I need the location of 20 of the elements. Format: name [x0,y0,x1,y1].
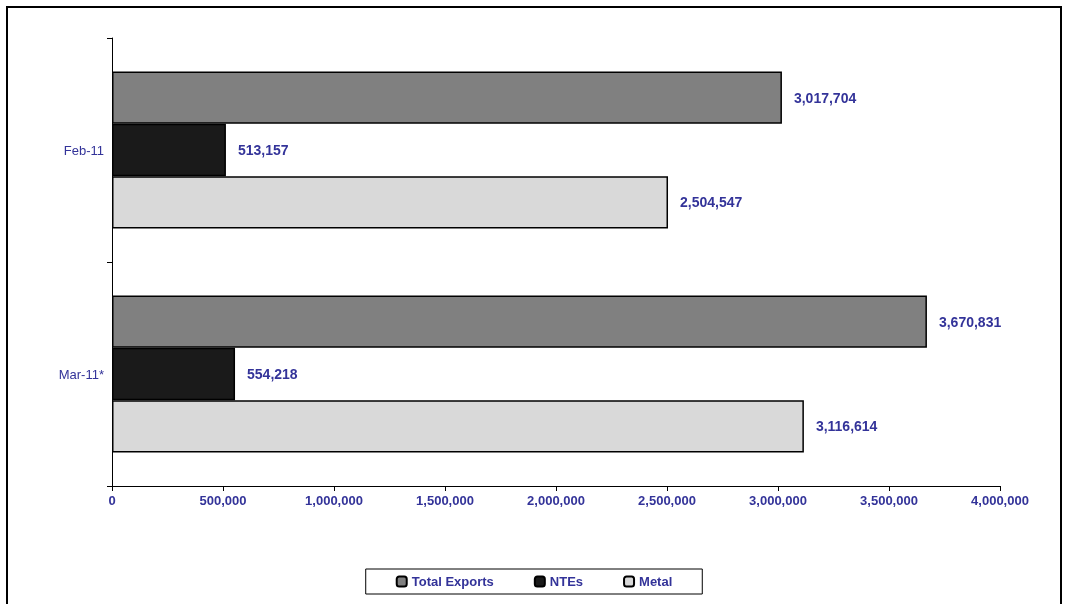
legend-label: NTEs [549,574,584,589]
x-tick-label: 2,500,000 [638,493,696,508]
y-tick-label: Mar-11* [58,366,104,382]
data-label: 513,157 [237,142,289,158]
y-tick-label: Feb-11 [63,142,104,158]
legend-label: Metal [639,574,673,589]
x-tick-label: 0 [108,493,116,508]
x-tick-label: 3,500,000 [860,493,918,508]
data-label: 554,218 [247,366,298,382]
x-tick-label: 2,000,000 [527,493,585,508]
x-tick-label: 3,000,000 [749,493,807,508]
data-label: 2,504,547 [680,194,743,211]
legend-label: Total Exports [411,574,494,589]
x-tick-label: 4,000,000 [971,493,1029,508]
data-label: 3,670,831 [938,313,1002,330]
data-label: 3,017,704 [793,89,857,106]
x-tick-label: 1,000,000 [305,493,363,508]
x-tick-label: 1,500,000 [416,493,474,508]
x-tick-label: 500,000 [199,493,247,508]
data-label: 3,116,614 [815,418,878,435]
